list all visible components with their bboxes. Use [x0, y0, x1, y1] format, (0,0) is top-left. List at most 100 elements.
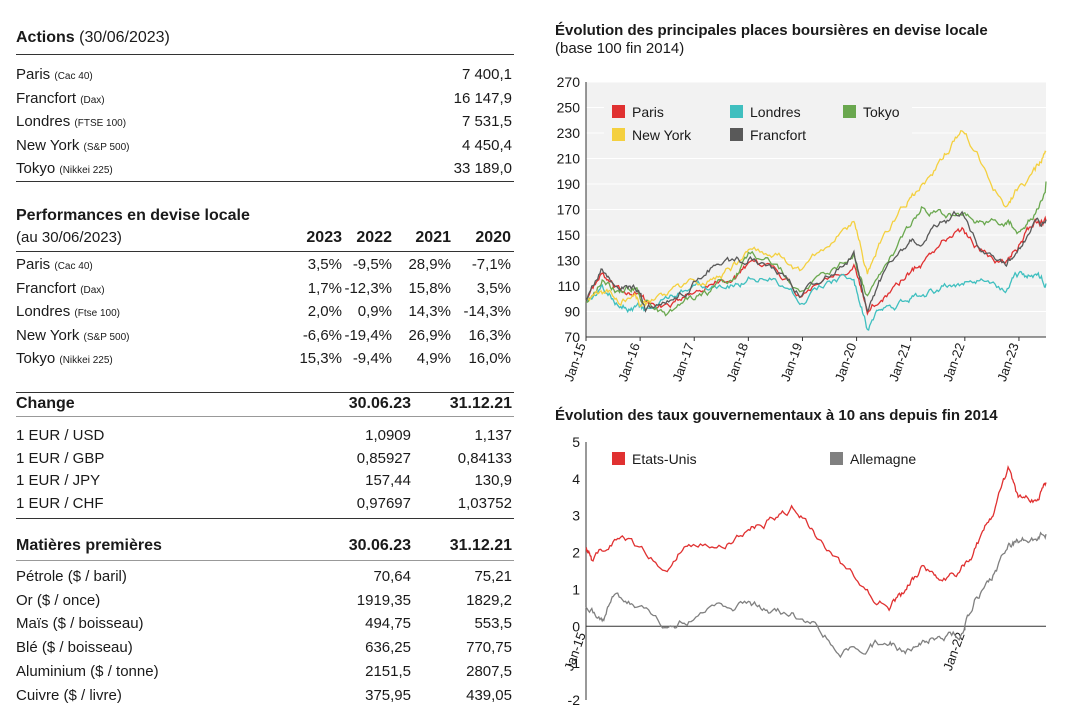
change-col-0: 30.06.23	[348, 395, 411, 412]
legend-label: Francfort	[750, 127, 806, 143]
actions-value: 33 189,0	[453, 160, 512, 177]
x-tick-label: Jan-23	[994, 341, 1022, 383]
actions-row: Francfort (Dax) 16 147,9	[16, 88, 514, 110]
performances-divider-top	[16, 251, 514, 252]
matieres-value: 75,21	[474, 568, 512, 585]
series-line-francfort	[585, 210, 1047, 313]
change-divider-bottom	[16, 518, 514, 519]
performances-row: Paris (Cac 40) 3,5% -9,5% 28,9% -7,1%	[16, 254, 514, 276]
perf-value: -9,5%	[352, 256, 392, 273]
performances-row: Francfort (Dax) 1,7% -12,3% 15,8% 3,5%	[16, 278, 514, 300]
perf-value: 4,9%	[416, 350, 451, 367]
performances-title: Performances en devise locale	[16, 207, 250, 224]
y-tick-label: 2	[572, 545, 580, 561]
y-tick-label: 0	[572, 618, 580, 634]
x-tick-label: Jan-21	[886, 341, 914, 383]
change-divider-header	[16, 416, 514, 417]
perf-label-index: (Dax)	[80, 284, 105, 296]
change-label: 1 EUR / USD	[16, 427, 105, 444]
actions-label-index: (FTSE 100)	[74, 118, 127, 129]
y-tick-label: 110	[558, 278, 581, 294]
change-row: 1 EUR / GBP 0,85927 0,84133	[16, 448, 514, 470]
actions-value: 4 450,4	[461, 136, 512, 154]
actions-label: Francfort (Dax)	[16, 88, 105, 112]
legend-label: Allemagne	[850, 451, 916, 467]
legend-swatch	[612, 105, 625, 118]
perf-label-index: (Cac 40)	[54, 261, 93, 272]
matieres-value: 553,5	[474, 615, 512, 633]
matieres-value: 375,95	[365, 686, 411, 704]
performances-row: New York (S&P 500) -6,6% -19,4% 26,9% 16,3%	[16, 325, 514, 347]
y-tick-label: 230	[557, 125, 581, 141]
change-label: 1 EUR / JPY	[16, 472, 101, 489]
change-value: 0,97697	[356, 494, 411, 512]
actions-label-name: New York	[16, 136, 80, 154]
perf-label-index: (Nikkei 225)	[59, 355, 113, 366]
matieres-label: Maïs ($ / boisseau)	[16, 615, 144, 633]
perf-label: Londres (Ftse 100)	[16, 301, 120, 325]
matieres-value: 770,75	[466, 639, 512, 657]
perf-value: 26,9%	[408, 326, 451, 344]
y-tick-label: 1	[572, 581, 580, 597]
perf-value: -6,6%	[302, 326, 342, 344]
matieres-value: 1919,35	[356, 591, 411, 609]
x-tick-label: Jan-16	[615, 341, 643, 383]
performances-col-2020: 2020	[475, 229, 511, 246]
matieres-label: Or ($ / once)	[16, 591, 101, 609]
stock-index-chart: 70 90 110 130 150 170 190 210 230 250 270 Jan-15 Jan…	[557, 74, 1047, 383]
change-header-row: Change 30.06.23 31.12.21	[16, 393, 514, 415]
change-row: 1 EUR / CHF 0,97697 1,03752	[16, 493, 514, 515]
y-tick-label: 4	[572, 471, 580, 487]
perf-label-name: New York	[16, 326, 80, 344]
y-tick-label: 90	[564, 304, 580, 320]
y-tick-label: 250	[557, 100, 581, 116]
y-tick-label: 130	[557, 253, 581, 269]
perf-value: -19,4%	[344, 326, 392, 344]
perf-label-name: Londres	[16, 303, 71, 320]
actions-label-index: (Cac 40)	[54, 71, 93, 82]
perf-value: 15,3%	[299, 350, 342, 367]
matieres-row: Or ($ / once) 1919,35 1829,2	[16, 590, 514, 612]
perf-label: Paris (Cac 40)	[16, 254, 93, 278]
perf-value: 0,9%	[357, 303, 392, 320]
change-value: 1,0909	[365, 427, 411, 444]
perf-label: Tokyo (Nikkei 225)	[16, 348, 113, 372]
legend-label: Paris	[632, 104, 664, 120]
x-tick-label: Jan-20	[832, 341, 860, 383]
matieres-value: 494,75	[365, 615, 411, 633]
actions-value: 7 531,5	[461, 113, 512, 130]
perf-value: 3,5%	[476, 279, 511, 297]
perf-label-index: (Ftse 100)	[74, 308, 120, 319]
matieres-value: 439,05	[466, 686, 512, 704]
perf-label-name: Tokyo	[16, 350, 56, 367]
actions-label-name: Paris	[16, 66, 51, 83]
actions-row: Tokyo (Nikkei 225) 33 189,0	[16, 158, 514, 180]
actions-value: 7 400,1	[461, 66, 512, 83]
y-tick-label: 190	[557, 176, 581, 192]
matieres-label: Pétrole ($ / baril)	[16, 568, 127, 585]
series-line-new-york	[585, 129, 1047, 308]
legend-swatch	[612, 128, 625, 141]
y-tick-label: 150	[557, 227, 581, 243]
actions-label-name: Tokyo	[16, 160, 56, 177]
perf-value: 3,5%	[307, 256, 342, 273]
matieres-col-1: 31.12.21	[449, 537, 512, 554]
perf-label: New York (S&P 500)	[16, 325, 130, 349]
perf-value: -12,3%	[344, 279, 392, 297]
change-value: 1,03752	[457, 494, 512, 512]
actions-label-index: (Dax)	[80, 94, 105, 106]
y-tick-label: -2	[568, 692, 581, 708]
x-tick-label: Jan-19	[778, 341, 806, 383]
perf-value: -9,4%	[352, 350, 392, 367]
actions-value: 16 147,9	[453, 89, 512, 107]
actions-divider-bottom	[16, 181, 514, 182]
actions-label: Paris (Cac 40)	[16, 64, 93, 88]
actions-row: Londres (FTSE 100) 7 531,5	[16, 111, 514, 133]
perf-label-index: (S&P 500)	[83, 331, 130, 343]
x-tick-label: Jan-15	[561, 341, 589, 383]
x-tick-label: Jan-18	[723, 341, 751, 383]
matieres-label: Blé ($ / boisseau)	[16, 639, 133, 657]
matieres-row: Blé ($ / boisseau) 636,25 770,75	[16, 637, 514, 659]
perf-value: 15,8%	[408, 279, 451, 297]
